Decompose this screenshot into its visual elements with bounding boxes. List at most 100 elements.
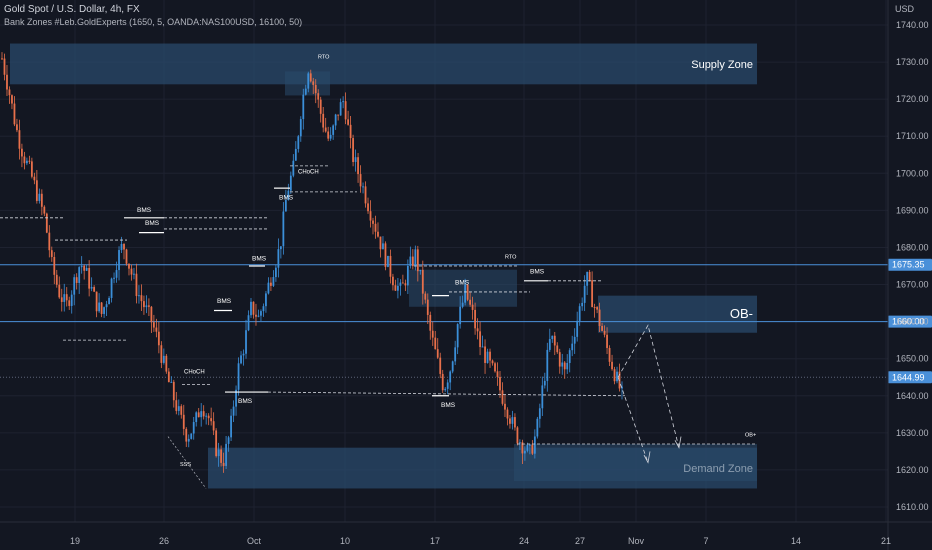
candle-body bbox=[571, 343, 574, 351]
candle-body bbox=[145, 305, 148, 308]
structure-label: BMS bbox=[441, 402, 456, 409]
candle-body bbox=[274, 267, 277, 278]
candle-body bbox=[242, 353, 245, 356]
candle-body bbox=[105, 304, 108, 308]
candle-body bbox=[90, 287, 93, 289]
choch-label: CHoCH bbox=[184, 370, 205, 376]
candle-body bbox=[611, 361, 613, 370]
structure-label: BMS bbox=[530, 268, 545, 275]
candle-body bbox=[175, 400, 178, 411]
candle-body bbox=[68, 300, 71, 306]
candle-body bbox=[38, 193, 41, 201]
candle-body bbox=[436, 349, 439, 358]
candle-body bbox=[481, 346, 484, 348]
candle-body bbox=[302, 94, 305, 120]
candle-body bbox=[494, 363, 496, 372]
candle-body bbox=[573, 336, 576, 344]
candle-body bbox=[210, 418, 213, 422]
candle-body bbox=[319, 99, 322, 114]
candle-body bbox=[282, 211, 285, 247]
candle-body bbox=[394, 285, 397, 291]
candle-body bbox=[603, 330, 606, 335]
candle-body bbox=[25, 160, 28, 164]
price-tick-label: 1650.00 bbox=[896, 354, 929, 364]
candle-body bbox=[165, 355, 168, 372]
candle-body bbox=[558, 352, 561, 367]
candle-body bbox=[387, 255, 389, 267]
time-tick-label: Nov bbox=[628, 536, 645, 546]
candle-body bbox=[591, 280, 594, 308]
candle-body bbox=[404, 283, 407, 286]
candle-body bbox=[528, 444, 531, 446]
candle-body bbox=[294, 148, 297, 161]
candle-body bbox=[441, 373, 444, 391]
choch-label: CHoCH bbox=[298, 169, 319, 175]
candle-body bbox=[439, 357, 442, 374]
candle-body bbox=[118, 250, 120, 271]
candle-body bbox=[581, 302, 584, 307]
candle-body bbox=[60, 297, 63, 302]
time-tick-label: 24 bbox=[519, 536, 529, 546]
ob-plus-label: OB+ bbox=[745, 433, 756, 439]
structure-label: BMS bbox=[252, 255, 267, 262]
price-tick-label: 1610.00 bbox=[896, 502, 929, 512]
candle-body bbox=[369, 211, 372, 221]
candle-body bbox=[548, 339, 551, 350]
candle-body bbox=[451, 361, 454, 372]
candle-body bbox=[148, 305, 150, 307]
candle-body bbox=[586, 271, 589, 286]
price-tick-label: 1640.00 bbox=[896, 391, 929, 401]
price-label-box bbox=[888, 315, 932, 328]
candle-body bbox=[553, 335, 556, 346]
price-tick-label: 1620.00 bbox=[896, 465, 929, 475]
candle-body bbox=[372, 220, 374, 224]
price-tick-label: 1660.00 bbox=[896, 317, 929, 327]
time-axis[interactable]: 19 26 Oct 10 17 24 27 Nov 7 14 21 bbox=[70, 536, 891, 546]
candle-body bbox=[152, 322, 155, 328]
candle-body bbox=[255, 314, 257, 317]
candle-body bbox=[362, 186, 364, 188]
candle-body bbox=[252, 301, 255, 315]
candle-body bbox=[501, 390, 504, 404]
candle-body bbox=[83, 265, 86, 271]
candle-body bbox=[561, 362, 564, 367]
candle-body bbox=[53, 256, 56, 275]
order-block bbox=[514, 443, 757, 482]
candle-body bbox=[613, 369, 616, 382]
candle-body bbox=[334, 114, 337, 126]
candle-body bbox=[230, 415, 232, 438]
candle-body bbox=[190, 433, 193, 439]
candle-body bbox=[133, 273, 135, 275]
candle-body bbox=[299, 119, 302, 137]
candle-body bbox=[289, 175, 292, 191]
candle-body bbox=[232, 406, 235, 416]
candle-body bbox=[324, 127, 327, 132]
candle-body bbox=[608, 347, 611, 362]
candle-body bbox=[212, 421, 215, 431]
candle-body bbox=[123, 243, 125, 250]
candle-body bbox=[491, 360, 494, 364]
candle-body bbox=[424, 293, 427, 300]
zone-box bbox=[598, 295, 757, 333]
candle-body bbox=[113, 277, 115, 279]
candle-body bbox=[155, 327, 158, 332]
candle-body bbox=[349, 124, 352, 139]
price-tick-label: 1720.00 bbox=[896, 94, 929, 104]
candle-body bbox=[399, 282, 402, 286]
candle-body bbox=[125, 249, 128, 264]
sss-label: SSS bbox=[180, 462, 191, 468]
candle-body bbox=[389, 255, 392, 277]
candle-body bbox=[262, 306, 265, 312]
candle-body bbox=[115, 270, 118, 278]
candle-body bbox=[28, 160, 31, 162]
candle-body bbox=[357, 157, 359, 175]
candle-body bbox=[197, 412, 200, 418]
candle-body bbox=[536, 418, 539, 437]
zone-label: OB- bbox=[730, 306, 753, 321]
candle-body bbox=[406, 265, 409, 286]
candle-body bbox=[414, 249, 417, 267]
candle-body bbox=[384, 243, 387, 267]
candle-body bbox=[95, 291, 98, 312]
